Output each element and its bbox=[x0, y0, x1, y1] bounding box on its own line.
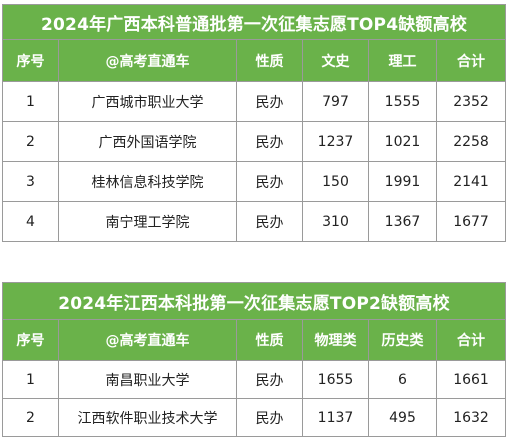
cell-school: 桂林信息科技学院 bbox=[58, 161, 237, 202]
table-title: 2024年广西本科普通批第一次征集志愿TOP4缺额高校 bbox=[1, 4, 507, 40]
cell-type: 民办 bbox=[236, 398, 303, 437]
cell-type: 民办 bbox=[236, 201, 303, 242]
header-school: @高考直通车 bbox=[58, 319, 237, 361]
cell-school: 广西城市职业大学 bbox=[58, 81, 237, 122]
table-row: 2 江西软件职业技术大学 民办 1137 495 1632 bbox=[2, 398, 507, 437]
jiangxi-vacancy-table: 2024年江西本科批第一次征集志愿TOP2缺额高校 序号 @高考直通车 性质 物… bbox=[1, 282, 507, 437]
header-index: 序号 bbox=[2, 39, 59, 82]
cell-physics: 1655 bbox=[302, 360, 369, 399]
table-title: 2024年江西本科批第一次征集志愿TOP2缺额高校 bbox=[1, 282, 507, 320]
cell-total: 1632 bbox=[435, 398, 507, 437]
table-row: 1 广西城市职业大学 民办 797 1555 2352 bbox=[2, 81, 507, 122]
cell-index: 4 bbox=[2, 201, 59, 242]
table-header-row: 序号 @高考直通车 性质 物理类 历史类 合计 bbox=[2, 319, 507, 361]
cell-type: 民办 bbox=[236, 81, 303, 122]
cell-index: 2 bbox=[2, 398, 59, 437]
table-row: 1 南昌职业大学 民办 1655 6 1661 bbox=[2, 360, 507, 399]
cell-arts: 150 bbox=[302, 161, 369, 202]
cell-physics: 1137 bbox=[302, 398, 369, 437]
table-title-row: 2024年江西本科批第一次征集志愿TOP2缺额高校 bbox=[1, 282, 507, 320]
cell-history: 495 bbox=[368, 398, 437, 437]
cell-science: 1021 bbox=[368, 121, 437, 162]
header-index: 序号 bbox=[2, 319, 59, 361]
header-total: 合计 bbox=[435, 319, 507, 361]
cell-total: 1677 bbox=[435, 201, 507, 242]
cell-type: 民办 bbox=[236, 121, 303, 162]
cell-arts: 310 bbox=[302, 201, 369, 242]
cell-arts: 1237 bbox=[302, 121, 369, 162]
table-row: 4 南宁理工学院 民办 310 1367 1677 bbox=[2, 201, 507, 242]
cell-science: 1991 bbox=[368, 161, 437, 202]
header-physics: 物理类 bbox=[302, 319, 369, 361]
header-history: 历史类 bbox=[368, 319, 437, 361]
cell-total: 2352 bbox=[435, 81, 507, 122]
table-header-row: 序号 @高考直通车 性质 文史 理工 合计 bbox=[2, 39, 507, 82]
header-type: 性质 bbox=[236, 39, 303, 82]
guangxi-vacancy-table: 2024年广西本科普通批第一次征集志愿TOP4缺额高校 序号 @高考直通车 性质… bbox=[1, 4, 507, 242]
header-total: 合计 bbox=[435, 39, 507, 82]
cell-total: 2141 bbox=[435, 161, 507, 202]
cell-school: 南昌职业大学 bbox=[58, 360, 237, 399]
cell-school: 广西外国语学院 bbox=[58, 121, 237, 162]
cell-total: 1661 bbox=[435, 360, 507, 399]
cell-school: 江西软件职业技术大学 bbox=[58, 398, 237, 437]
table-title-row: 2024年广西本科普通批第一次征集志愿TOP4缺额高校 bbox=[1, 4, 507, 40]
cell-type: 民办 bbox=[236, 360, 303, 399]
cell-index: 3 bbox=[2, 161, 59, 202]
header-school: @高考直通车 bbox=[58, 39, 237, 82]
cell-index: 2 bbox=[2, 121, 59, 162]
header-science: 理工 bbox=[368, 39, 437, 82]
cell-science: 1555 bbox=[368, 81, 437, 122]
cell-school: 南宁理工学院 bbox=[58, 201, 237, 242]
header-arts: 文史 bbox=[302, 39, 369, 82]
header-type: 性质 bbox=[236, 319, 303, 361]
cell-history: 6 bbox=[368, 360, 437, 399]
table-row: 3 桂林信息科技学院 民办 150 1991 2141 bbox=[2, 161, 507, 202]
cell-index: 1 bbox=[2, 360, 59, 399]
cell-total: 2258 bbox=[435, 121, 507, 162]
cell-index: 1 bbox=[2, 81, 59, 122]
cell-science: 1367 bbox=[368, 201, 437, 242]
cell-type: 民办 bbox=[236, 161, 303, 202]
cell-arts: 797 bbox=[302, 81, 369, 122]
table-row: 2 广西外国语学院 民办 1237 1021 2258 bbox=[2, 121, 507, 162]
